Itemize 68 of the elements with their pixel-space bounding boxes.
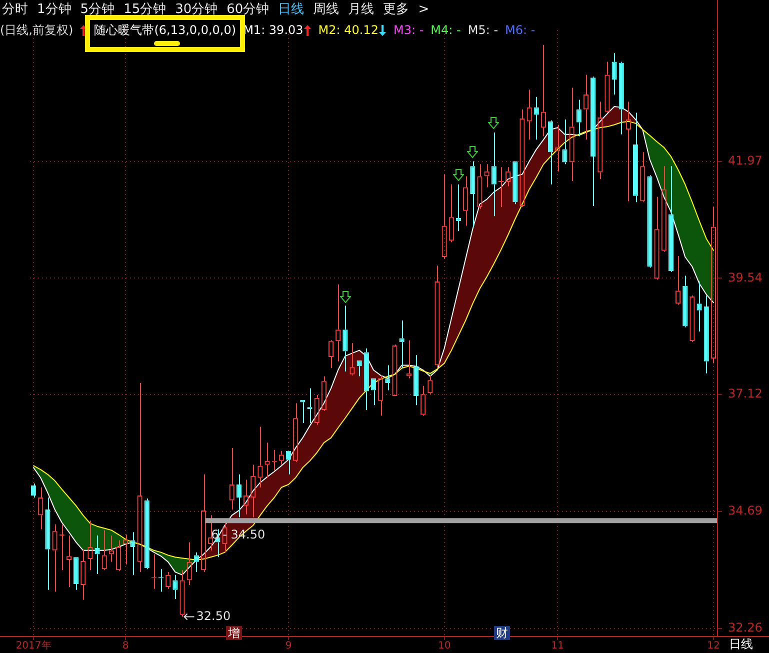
text: 更多 [383, 2, 410, 18]
text: M2: 40.12 [318, 23, 378, 38]
annotation: 32.50 [196, 608, 231, 623]
candlestick [576, 99, 582, 137]
candlestick [498, 166, 504, 208]
x-tick-label: 9 [285, 640, 292, 652]
text: 分时 [2, 2, 28, 18]
candlestick [590, 76, 596, 207]
candlestick [413, 354, 419, 406]
candlestick [491, 132, 496, 217]
text: 60分钟 [226, 2, 270, 18]
candlestick [668, 166, 674, 272]
candlestick [94, 534, 100, 574]
x-tick-label: 11 [551, 640, 564, 652]
candlestick [633, 112, 638, 203]
candlestick [470, 160, 476, 228]
candlestick [300, 400, 306, 424]
candlestick [73, 557, 79, 590]
text: 日线 [728, 637, 754, 651]
y-tick-label: 34.69 [728, 504, 762, 518]
candlestick [548, 120, 554, 185]
y-tick-label: 37.12 [728, 386, 762, 401]
text: 15分钟 [124, 2, 166, 18]
text: 月线 [348, 2, 374, 18]
candlestick [45, 496, 50, 590]
candlestick [682, 275, 688, 328]
y-tick-label: 41.97 [728, 153, 762, 168]
candlestick [696, 281, 702, 332]
chart-title: (日线,前复权) [0, 23, 74, 38]
text: 1分钟 [37, 2, 72, 18]
candlestick [172, 574, 178, 600]
annotation: M3: - [393, 23, 424, 38]
annotation: M6: - [505, 23, 536, 38]
candlestick [370, 378, 376, 406]
text: > [418, 2, 430, 18]
annotation: 财 [494, 626, 510, 640]
x-tick-label: 10 [438, 640, 451, 652]
candlestick [385, 364, 390, 391]
candlestick [30, 483, 36, 498]
text: 30分钟 [175, 2, 218, 18]
candlestick [534, 96, 539, 140]
text: 周线 [313, 2, 340, 18]
candlestick [236, 474, 242, 518]
chart-subtitle: 随心暖气带(6,13,0,0,0,0) [94, 23, 236, 38]
x-tick-label: 8 [122, 640, 129, 652]
candlestick [59, 524, 64, 571]
candlestick [562, 118, 568, 165]
text: 5分钟 [80, 2, 115, 18]
annotation: M4: - [430, 23, 461, 38]
annotation: M5: - [468, 23, 498, 38]
candlestick [144, 498, 150, 570]
y-tick-label: 39.54 [728, 270, 762, 284]
candlestick [618, 61, 624, 135]
candlestick [647, 174, 652, 268]
candlestick [286, 450, 292, 475]
candlestick [612, 52, 617, 95]
candlestick [456, 184, 462, 232]
x-tick-label: 12 [707, 640, 720, 652]
candlestick [364, 348, 369, 410]
candlestick [130, 532, 136, 576]
annotation: 增 [226, 626, 242, 640]
text: 日线 [278, 2, 304, 18]
y-tick-label: 32.26 [728, 620, 762, 634]
candlestick [194, 552, 199, 573]
candlestick [704, 294, 709, 374]
candlestick [512, 161, 518, 205]
candlestick [342, 305, 348, 372]
x-tick-label: 2017年 [16, 640, 52, 652]
